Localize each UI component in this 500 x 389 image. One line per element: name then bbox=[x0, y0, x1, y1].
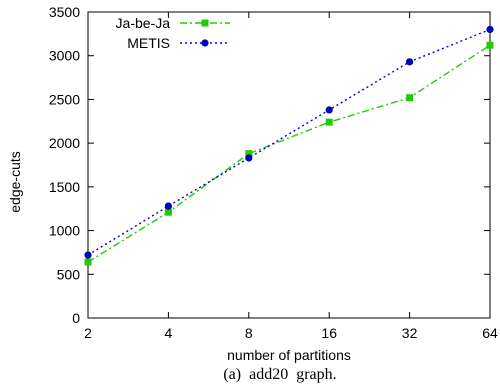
data-point-ja-be-ja bbox=[84, 258, 92, 266]
data-point-ja-be-ja bbox=[486, 41, 494, 49]
y-tick-label: 2500 bbox=[49, 91, 80, 107]
data-point-ja-be-ja bbox=[164, 208, 172, 216]
legend-marker-ja-be-ja bbox=[201, 19, 209, 27]
legend-label-metis: METIS bbox=[127, 35, 170, 51]
data-point-metis bbox=[245, 154, 253, 162]
x-tick-label: 32 bbox=[402, 325, 418, 341]
data-point-metis bbox=[405, 58, 414, 66]
y-axis-title: edge-cuts bbox=[7, 151, 23, 212]
data-point-metis bbox=[486, 25, 494, 34]
x-axis-ticks: 2 4 8 16 32 64 bbox=[84, 12, 498, 341]
plot-border bbox=[87, 11, 491, 319]
series-line-metis bbox=[87, 28, 491, 256]
data-point-metis bbox=[164, 202, 172, 210]
series-ja-be-ja bbox=[84, 41, 494, 266]
series-line-ja-be-ja bbox=[87, 44, 491, 263]
plot-frame bbox=[87, 11, 491, 319]
x-tick-label: 16 bbox=[321, 325, 337, 341]
series-layer bbox=[84, 25, 494, 266]
legend: Ja-be-Ja METIS bbox=[116, 15, 230, 51]
x-axis-title: number of partitions bbox=[227, 347, 351, 363]
y-tick-label: 1000 bbox=[49, 223, 80, 239]
y-tick-label: 2000 bbox=[49, 135, 80, 151]
legend-label-ja-be-ja: Ja-be-Ja bbox=[116, 15, 171, 31]
data-point-metis bbox=[325, 106, 333, 114]
legend-marker-metis bbox=[201, 39, 209, 47]
figure-caption: (a) add20 graph. bbox=[223, 366, 336, 383]
y-tick-label: 3000 bbox=[49, 48, 80, 64]
data-point-ja-be-ja bbox=[406, 94, 414, 102]
y-tick-label: 3500 bbox=[49, 4, 80, 20]
y-axis-ticks: 0 500 1000 1500 2000 2500 3000 3500 bbox=[49, 4, 490, 326]
data-point-metis bbox=[84, 251, 92, 259]
y-tick-label: 500 bbox=[57, 266, 81, 282]
x-tick-label: 2 bbox=[84, 325, 92, 341]
y-tick-label: 1500 bbox=[49, 179, 80, 195]
x-tick-label: 64 bbox=[482, 325, 498, 341]
series-metis bbox=[84, 25, 494, 259]
x-tick-label: 4 bbox=[165, 325, 173, 341]
data-point-ja-be-ja bbox=[325, 118, 333, 126]
x-tick-label: 8 bbox=[245, 325, 253, 341]
y-tick-label: 0 bbox=[72, 310, 80, 326]
